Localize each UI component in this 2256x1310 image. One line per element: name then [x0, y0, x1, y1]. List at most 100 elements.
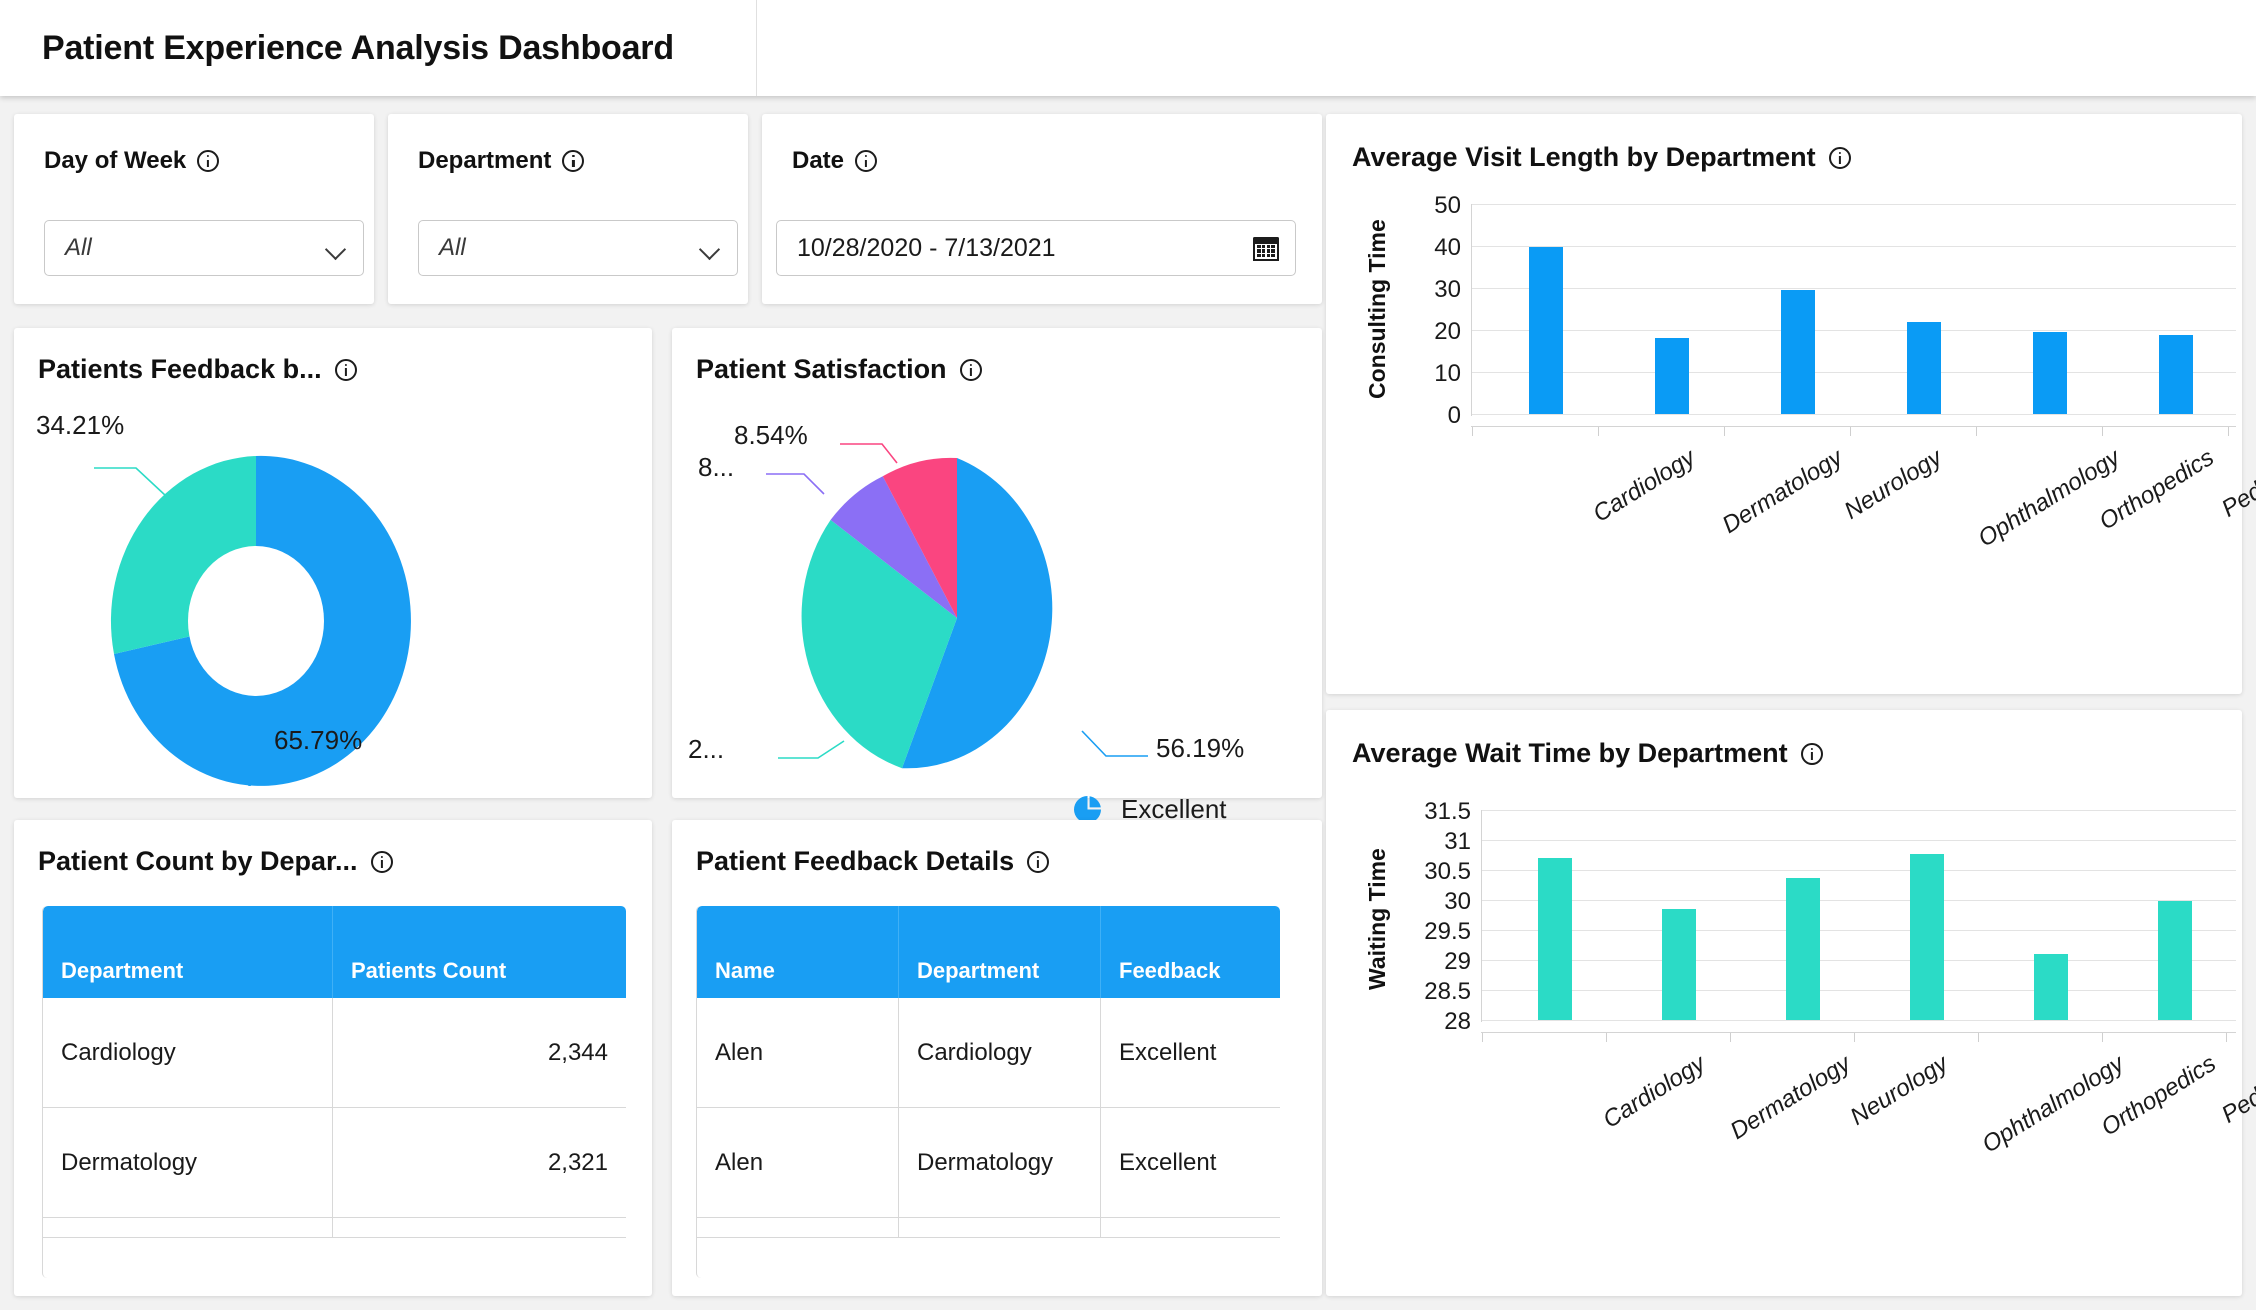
col-header-department[interactable]: Department — [899, 906, 1101, 998]
y-tick: 0 — [1447, 402, 1461, 429]
leader-line-average — [778, 740, 845, 759]
cell-department — [899, 1218, 1101, 1238]
bar-cardiology[interactable] — [1529, 247, 1563, 414]
gridline — [1471, 372, 2236, 373]
info-icon[interactable] — [197, 150, 220, 172]
visit-length-y-axis-label: Consulting Time — [1364, 219, 1390, 399]
pie-label-excellent: 56.19% — [1156, 733, 1245, 763]
cell-feedback: Excellent — [1101, 1108, 1280, 1218]
gridline — [1471, 330, 2236, 331]
pie-slice-average[interactable] — [801, 519, 957, 769]
department-label-row: Department — [418, 147, 585, 175]
bar-pediatrics[interactable] — [2158, 901, 2192, 1020]
bar-pediatrics[interactable] — [2159, 335, 2193, 414]
gridline — [1481, 810, 2236, 811]
filter-card-date: Date 10/28/2020 - 7/13/2021 — [762, 114, 1322, 304]
bar-orthopedics[interactable] — [2033, 332, 2067, 414]
bar-ophthalmology[interactable] — [1907, 322, 1941, 414]
col-header-name[interactable]: Name — [697, 906, 899, 998]
day-of-week-value: All — [65, 234, 92, 261]
bar-dermatology[interactable] — [1655, 338, 1689, 414]
info-icon[interactable] — [1800, 742, 1823, 765]
table-row[interactable]: Dermatology 2,321 — [43, 1108, 626, 1218]
day-of-week-select[interactable]: All — [44, 220, 364, 276]
patient-count-title: Patient Count by Depar... — [38, 846, 358, 876]
col-header-patients-count[interactable]: Patients Count — [333, 906, 626, 998]
info-icon[interactable] — [334, 358, 357, 381]
bar-neurology[interactable] — [1786, 878, 1820, 1020]
table-row-partial[interactable] — [43, 1218, 626, 1238]
y-axis-line — [1481, 810, 1482, 1022]
page-title: Patient Experience Analysis Dashboard — [42, 28, 674, 67]
y-tick: 10 — [1434, 360, 1461, 387]
x-axis-line — [1471, 426, 2236, 427]
cell-name — [697, 1218, 899, 1238]
donut-chart-gender[interactable] — [24, 396, 644, 786]
wait-time-title: Average Wait Time by Department — [1352, 738, 1788, 768]
date-range-input[interactable]: 10/28/2020 - 7/13/2021 — [776, 220, 1296, 276]
visit-length-plot-area[interactable]: Consulting Time 50 40 30 20 10 0 — [1326, 114, 2256, 694]
gridline — [1471, 246, 2236, 247]
x-axis-line — [1481, 1032, 2236, 1033]
cell-patients-count — [333, 1218, 626, 1238]
page-title-container: Patient Experience Analysis Dashboard — [0, 0, 757, 96]
bar-dermatology[interactable] — [1662, 909, 1696, 1020]
visit-length-title-row: Average Visit Length by Department — [1352, 142, 1851, 173]
table-row[interactable]: Cardiology 2,344 — [43, 998, 626, 1108]
calendar-icon[interactable] — [1253, 235, 1279, 261]
feedback-details-table-wrapper[interactable]: Name Department Feedback Alen Cardiology… — [696, 906, 1280, 1278]
info-icon[interactable] — [370, 850, 393, 873]
header-empty-area — [757, 0, 2256, 96]
info-icon[interactable] — [855, 150, 878, 172]
card-patient-satisfaction: Patient Satisfaction 8.54% 8... 2... 56.… — [672, 328, 1322, 995]
table-header-row: Department Patients Count — [43, 906, 626, 998]
bar-neurology[interactable] — [1781, 290, 1815, 414]
pie-slice-poor[interactable] — [830, 476, 957, 618]
info-icon[interactable] — [562, 150, 585, 172]
y-tick: 28.5 — [1424, 978, 1471, 1005]
info-icon[interactable] — [959, 358, 982, 381]
legend-item-excellent[interactable]: Excellent — [1072, 794, 1227, 825]
department-label: Department — [418, 147, 552, 174]
bar-orthopedics[interactable] — [2034, 954, 2068, 1020]
date-range-value: 10/28/2020 - 7/13/2021 — [797, 233, 1056, 262]
patient-count-table: Department Patients Count Cardiology 2,3… — [43, 906, 626, 1238]
table-row[interactable]: Alen Cardiology Excellent — [697, 998, 1280, 1108]
table-row-partial[interactable] — [697, 1218, 1280, 1238]
table-header-row: Name Department Feedback — [697, 906, 1280, 998]
col-header-department[interactable]: Department — [43, 906, 333, 998]
x-tick-pediatrics: Pediatrics — [2217, 1050, 2256, 1129]
info-icon[interactable] — [1027, 850, 1050, 873]
y-tick: 20 — [1434, 318, 1461, 345]
x-tick-ophthalmology: Ophthalmology — [1973, 444, 2125, 553]
info-icon[interactable] — [1828, 146, 1851, 169]
pie-slice-excellent[interactable] — [902, 458, 1053, 769]
pie-slice-good[interactable] — [882, 457, 957, 618]
leader-line-poor — [766, 473, 825, 495]
department-select[interactable]: All — [418, 220, 738, 276]
department-value: All — [439, 234, 466, 261]
col-header-feedback[interactable]: Feedback — [1101, 906, 1280, 998]
leader-line-good — [840, 443, 898, 464]
chevron-down-icon — [701, 242, 721, 254]
cell-name: Alen — [697, 998, 899, 1108]
filter-card-day-of-week: Day of Week All — [14, 114, 374, 304]
gridline — [1471, 204, 2236, 205]
gridline — [1481, 900, 2236, 901]
cell-feedback: Excellent — [1101, 998, 1280, 1108]
gridline — [1471, 288, 2236, 289]
card-patient-count-by-department: Patient Count by Depar... Department Pat… — [14, 820, 652, 1296]
patient-satisfaction-title: Patient Satisfaction — [696, 354, 947, 384]
table-row[interactable]: Alen Dermatology Excellent — [697, 1108, 1280, 1218]
card-patients-feedback-by-gender: Patients Feedback b... 34.21% 65.79% Mal… — [14, 328, 652, 935]
pie-label-good: 8.54% — [734, 420, 808, 450]
pie-chart-satisfaction[interactable] — [682, 396, 1312, 786]
bar-ophthalmology[interactable] — [1910, 854, 1944, 1020]
patient-count-table-wrapper[interactable]: Department Patients Count Cardiology 2,3… — [42, 906, 626, 1278]
leader-line-female — [94, 467, 167, 497]
leader-line-excellent — [1081, 730, 1148, 757]
legend-label-excellent: Excellent — [1121, 794, 1227, 824]
bar-cardiology[interactable] — [1538, 858, 1572, 1020]
x-tick-ophthalmology: Ophthalmology — [1977, 1050, 2129, 1159]
wait-time-plot-area[interactable]: Waiting Time 31.5 31 30.5 30 29.5 29 28.… — [1326, 710, 2256, 1296]
